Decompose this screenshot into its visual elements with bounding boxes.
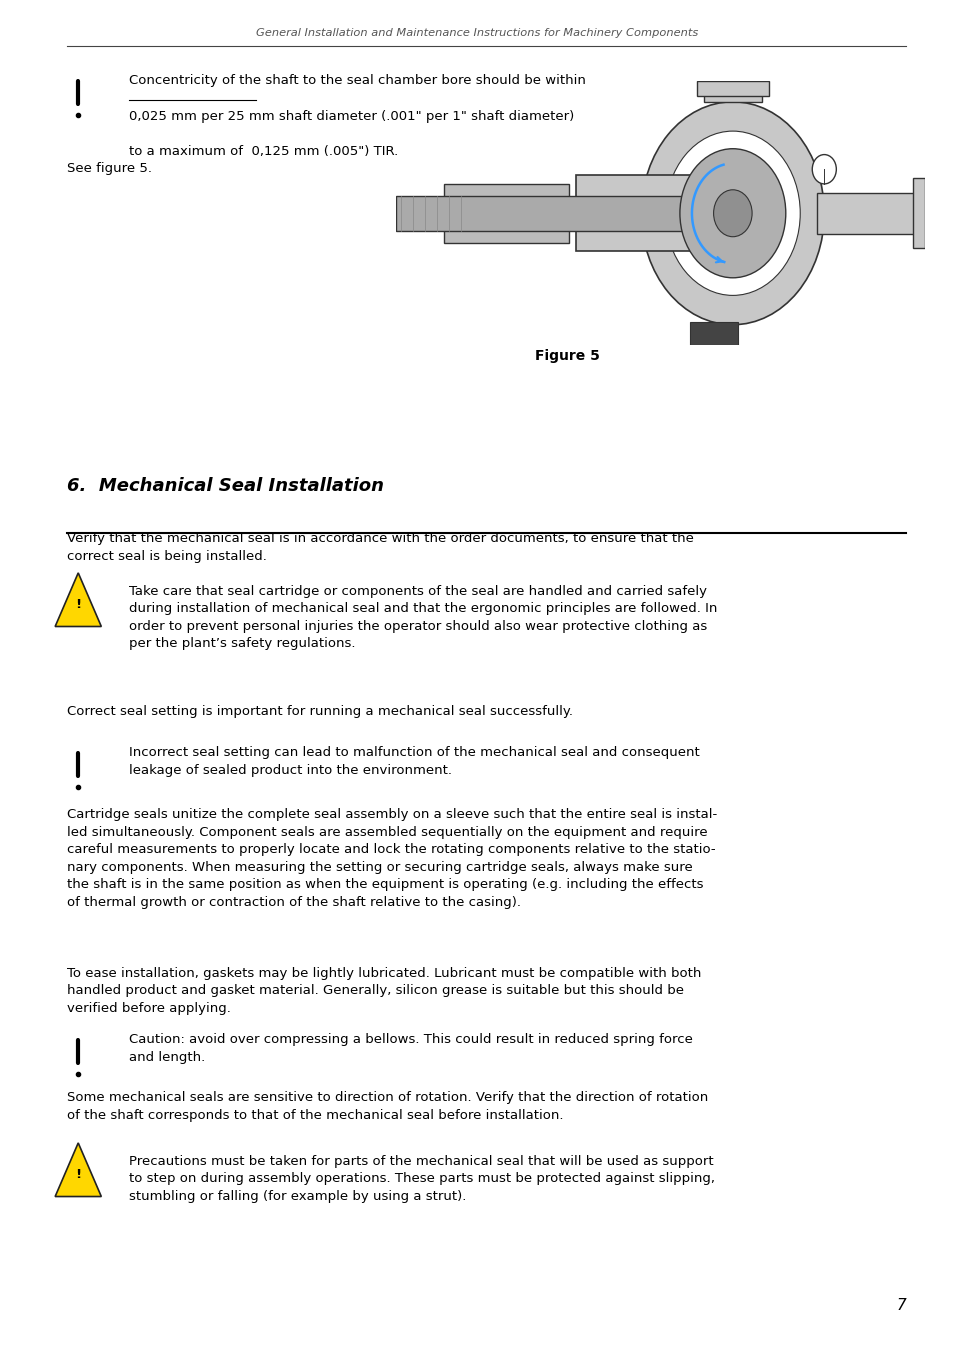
Text: General Installation and Maintenance Instructions for Machinery Components: General Installation and Maintenance Ins… xyxy=(255,28,698,38)
Circle shape xyxy=(640,102,823,325)
Bar xyxy=(816,192,924,234)
Text: !: ! xyxy=(75,1167,81,1181)
Text: !: ! xyxy=(75,597,81,611)
Text: Caution: avoid over compressing a bellows. This could result in reduced spring f: Caution: avoid over compressing a bellow… xyxy=(129,1033,692,1064)
Text: Correct seal setting is important for running a mechanical seal successfully.: Correct seal setting is important for ru… xyxy=(67,705,572,719)
Bar xyxy=(395,195,708,230)
Text: Cartridge seals unitize the complete seal assembly on a sleeve such that the ent: Cartridge seals unitize the complete sea… xyxy=(67,808,717,909)
Text: Verify that the mechanical seal is in accordance with the order documents, to en: Verify that the mechanical seal is in ac… xyxy=(67,532,693,563)
Polygon shape xyxy=(55,1143,101,1197)
Bar xyxy=(703,81,760,102)
Text: Take care that seal cartridge or components of the seal are handled and carried : Take care that seal cartridge or compone… xyxy=(129,585,717,650)
Bar xyxy=(912,179,924,249)
Text: Incorrect seal setting can lead to malfunction of the mechanical seal and conseq: Incorrect seal setting can lead to malfu… xyxy=(129,746,699,777)
Text: to a maximum of  0,125 mm (.005") TIR.: to a maximum of 0,125 mm (.005") TIR. xyxy=(129,145,397,158)
Text: Concentricity of the shaft to the seal chamber bore should be within: Concentricity of the shaft to the seal c… xyxy=(129,74,585,88)
Text: 0,025 mm per 25 mm shaft diameter (.001" per 1" shaft diameter): 0,025 mm per 25 mm shaft diameter (.001"… xyxy=(129,110,574,123)
Text: Precautions must be taken for parts of the mechanical seal that will be used as : Precautions must be taken for parts of t… xyxy=(129,1155,714,1202)
Bar xyxy=(696,81,768,96)
Circle shape xyxy=(665,131,800,295)
Text: To ease installation, gaskets may be lightly lubricated. Lubricant must be compa: To ease installation, gaskets may be lig… xyxy=(67,967,700,1014)
Circle shape xyxy=(679,149,785,278)
Text: 7: 7 xyxy=(896,1298,905,1313)
FancyBboxPatch shape xyxy=(443,184,569,242)
Text: Some mechanical seals are sensitive to direction of rotation. Verify that the di: Some mechanical seals are sensitive to d… xyxy=(67,1091,707,1122)
Text: Figure 5: Figure 5 xyxy=(535,349,599,363)
Polygon shape xyxy=(55,573,101,627)
Bar xyxy=(689,322,737,345)
Circle shape xyxy=(811,154,836,184)
Circle shape xyxy=(713,190,751,237)
Text: 6.  Mechanical Seal Installation: 6. Mechanical Seal Installation xyxy=(67,477,383,494)
Text: See figure 5.: See figure 5. xyxy=(67,162,152,176)
Bar xyxy=(576,175,696,252)
